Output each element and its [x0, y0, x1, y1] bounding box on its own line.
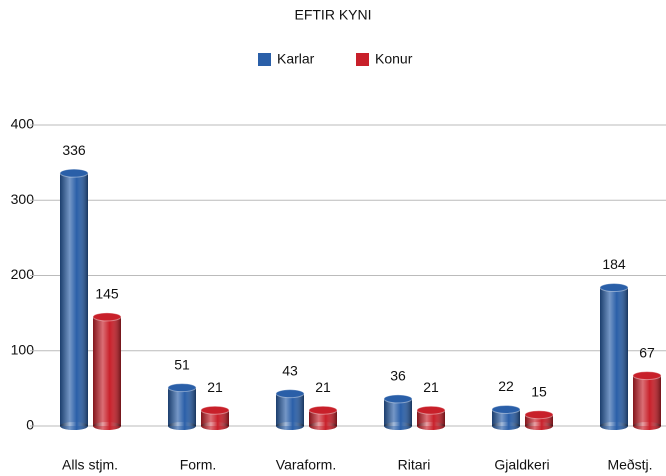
y-tick-label: 300 — [11, 191, 35, 207]
value-label: 21 — [207, 379, 223, 395]
y-tick-label: 400 — [11, 116, 35, 132]
bar-shade — [93, 316, 121, 426]
bar-shade-base — [276, 422, 304, 430]
x-tick-label: Gjaldkeri — [494, 457, 549, 473]
value-label: 184 — [602, 256, 626, 272]
bar-cap — [524, 410, 554, 420]
value-label: 36 — [390, 368, 406, 384]
value-label: 145 — [95, 286, 119, 302]
bar-shade — [600, 287, 628, 426]
bar-shade — [492, 409, 520, 426]
bar-shade-base — [525, 422, 553, 430]
value-label: 21 — [423, 379, 439, 395]
x-tick-label: Varaform. — [276, 457, 336, 473]
bar-shade — [276, 393, 304, 426]
bar-cap — [491, 404, 521, 414]
bar-shade-base — [309, 422, 337, 430]
legend-label: Karlar — [277, 51, 315, 67]
bar-shade — [168, 387, 196, 426]
legend-swatch — [356, 53, 369, 66]
bar-cap — [308, 405, 338, 415]
bar-shade-base — [201, 422, 229, 430]
bar-shade-base — [60, 422, 88, 430]
bar-shade — [525, 414, 553, 426]
bar-shade-base — [633, 422, 661, 430]
bar-shade — [60, 173, 88, 426]
bar-shade — [309, 410, 337, 426]
bar-shade-base — [384, 422, 412, 430]
x-tick-label: Ritari — [398, 457, 431, 473]
bar-shade — [201, 410, 229, 426]
value-label: 51 — [174, 356, 190, 372]
value-label: 15 — [531, 383, 547, 399]
bar-shade — [384, 398, 412, 426]
bar-cap — [632, 371, 662, 381]
bar-shade-base — [93, 422, 121, 430]
bar-cap — [275, 389, 305, 399]
value-label: 336 — [62, 142, 86, 158]
bar-cap — [92, 312, 122, 322]
bar-cap — [416, 405, 446, 415]
bar-shade-base — [492, 422, 520, 430]
legend-swatch — [258, 53, 271, 66]
chart-title: EFTIR KYNI — [294, 7, 371, 23]
bar-shade — [633, 375, 661, 426]
x-tick-label: Alls stjm. — [62, 457, 118, 473]
y-tick-label: 100 — [11, 341, 35, 357]
value-label: 43 — [282, 362, 298, 378]
bar-cap — [599, 283, 629, 293]
bar-cap — [167, 383, 197, 393]
bar-cap — [59, 168, 89, 178]
bar-cap — [383, 394, 413, 404]
value-label: 22 — [498, 378, 514, 394]
value-label: 67 — [639, 344, 655, 360]
bar-shade-base — [417, 422, 445, 430]
x-tick-label: Form. — [180, 457, 217, 473]
bar-shade-base — [168, 422, 196, 430]
x-tick-label: Meðstj. — [607, 457, 652, 473]
y-tick-label: 200 — [11, 266, 35, 282]
bar-shade — [417, 410, 445, 426]
legend-label: Konur — [375, 51, 413, 67]
y-tick-label: 0 — [26, 417, 34, 433]
bar-cap — [200, 405, 230, 415]
value-label: 21 — [315, 379, 331, 395]
bar-shade-base — [600, 422, 628, 430]
